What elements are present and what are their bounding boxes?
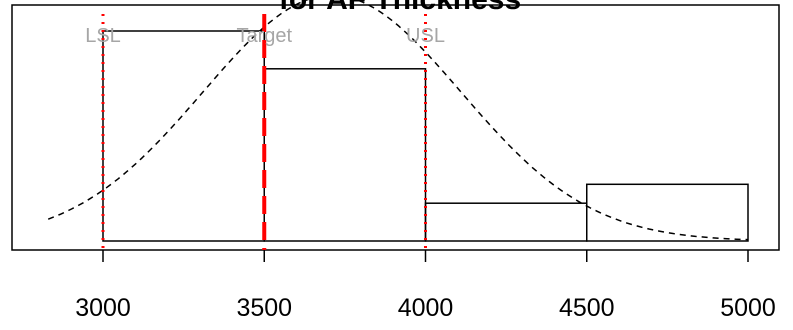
x-axis: 3000 3500 4000 4500 5000 xyxy=(75,250,776,322)
x-tick-label-4000: 4000 xyxy=(398,294,454,322)
spec-label-lsl: LSL xyxy=(85,25,121,47)
spec-lines-group: LSL Target USL xyxy=(85,14,445,250)
normal-curve xyxy=(47,0,749,241)
chart-title: for AF Thickness xyxy=(279,0,521,16)
x-tick-label-3000: 3000 xyxy=(75,294,131,322)
histogram-bar-3 xyxy=(424,202,588,242)
plot-frame xyxy=(11,4,780,251)
spec-label-usl: USL xyxy=(406,25,445,47)
histogram-bar-1 xyxy=(102,30,265,242)
histogram-bar-4 xyxy=(586,183,749,242)
x-tick-label-5000: 5000 xyxy=(720,294,776,322)
spec-label-target: Target xyxy=(236,25,292,47)
x-tick-label-3500: 3500 xyxy=(236,294,292,322)
x-tick-label-4500: 4500 xyxy=(559,294,615,322)
histogram-bar-2 xyxy=(263,68,427,242)
normal-curve-group xyxy=(47,0,749,241)
